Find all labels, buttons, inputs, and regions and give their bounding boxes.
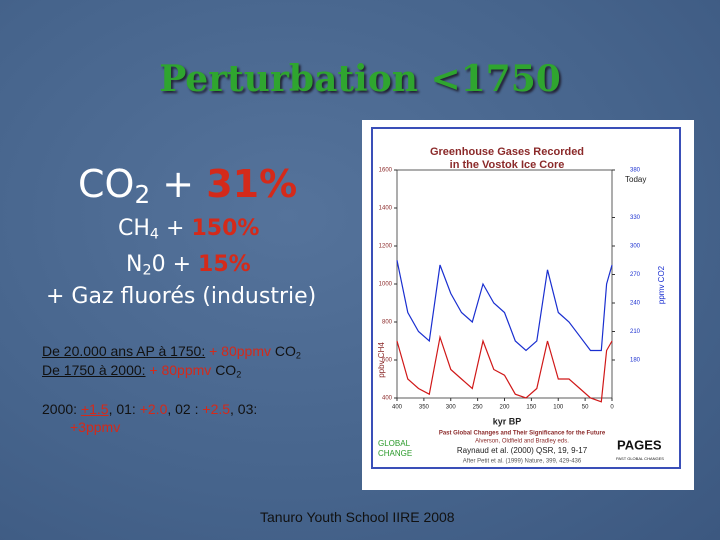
note: 2000: +1.5, 01: +2.0, 02 : +2.5, 03: +3pp… [42, 400, 332, 436]
change: 31% [206, 162, 298, 206]
plus: + [172, 252, 192, 277]
y2-tick-label: 330 [630, 215, 641, 221]
y2-tick-label: 300 [630, 244, 641, 250]
x-tick-label: 250 [473, 405, 484, 411]
subscript: 2 [142, 262, 152, 279]
subscript: 4 [149, 226, 160, 243]
y-tick-label: 1600 [379, 168, 393, 174]
x-tick-label: 150 [526, 405, 537, 411]
change: + 80ppmv [209, 343, 271, 359]
bullet: N20 + 15% [126, 252, 251, 279]
y-tick-label: 1200 [379, 244, 393, 250]
x-tick-label: 0 [610, 405, 614, 411]
note-part: +2.5 [202, 401, 231, 417]
note-part: 2000: [42, 401, 78, 417]
y2-axis-label: ppmv CO2 [657, 265, 666, 304]
y-tick-label: 1400 [379, 206, 393, 212]
x-axis-label: kyr BP [493, 416, 522, 426]
note-part: +1.5 [80, 401, 109, 417]
x-tick-label: 100 [553, 405, 564, 411]
subscript: 2 [134, 180, 151, 210]
change: + 80ppmv [149, 362, 212, 378]
caption: Past Global Changes and Their Significan… [439, 431, 606, 437]
logo: GLOBAL [378, 439, 411, 448]
y-axis-label: ppbv CH4 [377, 342, 386, 378]
gas: CO [274, 343, 296, 359]
footer: Tanuro Youth School IIRE 2008 [260, 509, 455, 525]
caption: Raynaud et al. (2000) QSR, 19, 9-17 [457, 446, 588, 455]
change: 15% [198, 252, 251, 277]
logo: CHANGE [378, 449, 412, 458]
y2-tick-label: 380 [630, 168, 641, 174]
today-label: Today [625, 175, 646, 184]
series-line [396, 260, 613, 352]
gas: CO [78, 162, 135, 206]
subscript: 2 [295, 350, 301, 361]
figure-frame [371, 127, 681, 469]
logo: PAST GLOBAL CHANGES [616, 456, 664, 461]
gas: N [126, 252, 143, 277]
figure-background [362, 120, 694, 490]
subscript: 2 [236, 369, 242, 380]
x-tick-label: 300 [446, 405, 457, 411]
y2-tick-label: 270 [630, 272, 641, 278]
figure: Greenhouse Gases Recorded in the Vostok … [362, 120, 694, 490]
plus: + [166, 216, 185, 241]
x-tick-label: 350 [419, 405, 430, 411]
y-tick-label: 800 [382, 320, 393, 326]
bullet: + Gaz fluorés (industrie) [46, 284, 317, 309]
bullet: CO2 + 31% [78, 162, 297, 209]
chart-title: in the Vostok Ice Core [450, 159, 565, 171]
x-tick-label: 200 [499, 405, 510, 411]
y2-tick-label: 240 [630, 301, 641, 307]
slide-title: Perturbation <1750 [159, 58, 561, 100]
period: De 20.000 ans AP à 1750: [42, 343, 206, 359]
caption: After Petit et al. (1999) Nature, 399, 4… [463, 459, 582, 465]
plus: + [162, 162, 195, 206]
period: De 1750 à 2000: [42, 362, 146, 378]
note: De 20.000 ans AP à 1750: + 80ppmv CO2 [42, 343, 301, 360]
note-part: +2.0 [139, 401, 168, 417]
gas: CO [215, 362, 237, 378]
gas: CH [118, 216, 150, 241]
chart-title: Greenhouse Gases Recorded [430, 146, 584, 158]
x-tick-label: 400 [392, 405, 403, 411]
y2-tick-label: 180 [630, 358, 641, 364]
note-part: , 02 : [167, 401, 199, 417]
y-tick-label: 600 [382, 358, 393, 364]
bullet: CH4 + 150% [118, 216, 259, 243]
note: De 1750 à 2000: + 80ppmv CO2 [42, 362, 241, 379]
series-line [396, 334, 613, 403]
caption: Alverson, Oldfield and Bradley eds. [475, 439, 569, 445]
y2-tick-label: 210 [630, 329, 641, 335]
x-tick-label: 50 [582, 405, 589, 411]
gas: 0 [151, 252, 166, 277]
logo: PAGES [617, 437, 662, 452]
note-part: , 01: [108, 401, 136, 417]
note-part: +3ppmv [70, 419, 121, 435]
change: 150% [191, 216, 260, 241]
y-tick-label: 400 [382, 396, 393, 402]
note-part: , 03: [230, 401, 258, 417]
y-tick-label: 1000 [379, 282, 393, 288]
